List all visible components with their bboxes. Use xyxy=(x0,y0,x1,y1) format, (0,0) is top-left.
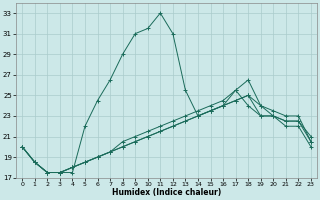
X-axis label: Humidex (Indice chaleur): Humidex (Indice chaleur) xyxy=(112,188,221,197)
